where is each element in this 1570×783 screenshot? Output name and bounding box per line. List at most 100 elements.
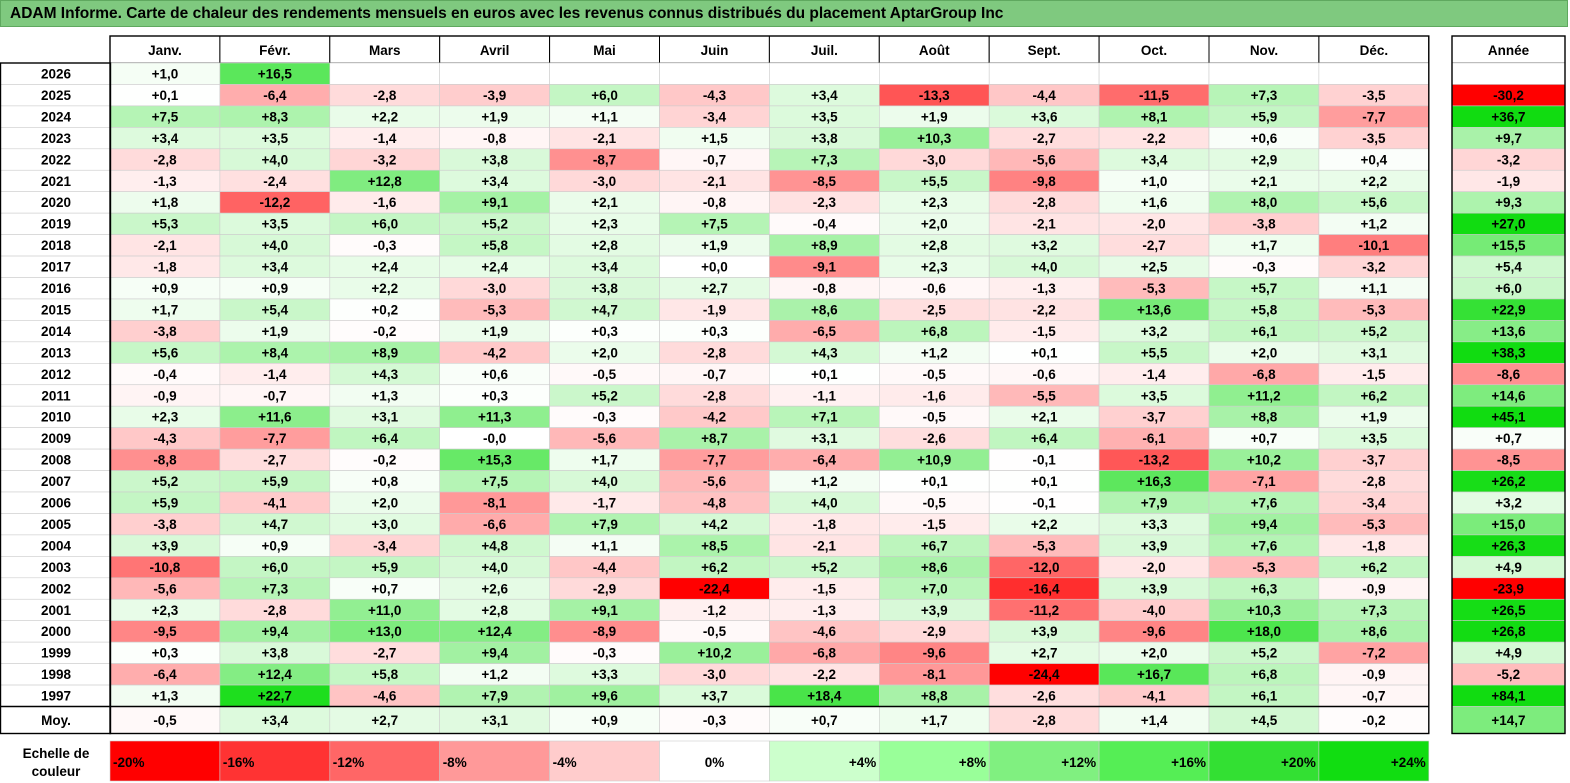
heatmap-cell-value: +0,9 [262,281,289,296]
heatmap-cell-value: -0,0 [483,431,506,446]
average-annual-cell [1451,706,1566,734]
heatmap-cell-value: +6,4 [1031,431,1058,446]
heatmap-cell-value: -1,6 [923,388,947,403]
month-header-cell [1208,35,1320,64]
heatmap-cell-value: +9,6 [591,689,618,704]
month-header-cell [878,35,990,64]
annual-total-value: +36,7 [1491,109,1525,124]
heatmap-cell-value: +6,0 [591,88,618,103]
heatmap-cell-value: +3,5 [1361,431,1388,446]
heatmap-cell-value: +10,2 [697,646,731,661]
color-scale-value: -12% [333,755,365,770]
heatmap-cell-value: +12,8 [368,174,403,189]
heatmap-cell-value: +3,1 [371,410,398,425]
average-cell-value: +0,9 [591,713,618,728]
average-cell [1318,706,1430,734]
heatmap-cell-value: -2,8 [373,88,397,103]
annual-total-value: +3,2 [1495,496,1522,511]
heatmap-cell-value: +11,3 [478,410,512,425]
heatmap-cell-value: -0,5 [593,367,617,382]
heatmap-cell-value: +1,2 [1361,217,1388,232]
month-header: Nov. [1250,43,1278,58]
heatmap-cell-value: +16,5 [258,67,293,82]
average-label: Moy. [41,713,71,728]
heatmap-cell-value: -4,1 [263,496,287,511]
heatmap-cell-value: +7,6 [1251,496,1278,511]
heatmap-cell-value: +4,8 [481,538,508,553]
annual-total-value: +9,3 [1495,195,1522,210]
heatmap-cell-value: -5,3 [1142,281,1166,296]
heatmap-cell-value: -1,8 [153,260,177,275]
heatmap-cell-value: +6,8 [921,324,948,339]
heatmap-cell-value: -4,0 [1142,603,1165,618]
heatmap-cell-value: -1,5 [923,517,947,532]
heatmap-cell-value: -2,0 [1142,560,1165,575]
heatmap-cell-value: -9,5 [153,624,177,639]
heatmap-cell-value: -9,6 [923,646,947,661]
heatmap-cell-value: +3,8 [811,131,838,146]
heatmap-cell-value: +4,0 [262,152,289,167]
heatmap-cell-value: +2,9 [1251,152,1278,167]
month-header-cell [768,35,880,64]
year-label: 2023 [41,131,72,146]
heatmap-cell-value: +8,7 [701,431,728,446]
heatmap-cell-value: +5,5 [921,174,948,189]
heatmap-cell-value: +5,6 [1361,195,1388,210]
heatmap-cell-value: +9,1 [481,195,508,210]
heatmap-cell-value: -9,6 [1142,624,1166,639]
heatmap-cell-value: -6,5 [813,324,837,339]
color-scale-swatch [988,740,1100,782]
heatmap-cell-value: +10,3 [1247,603,1282,618]
heatmap-cell-value: +1,3 [371,388,398,403]
heatmap-cell-value: -2,9 [923,624,946,639]
average-label-cell [0,706,111,734]
heatmap-cell-value: +1,9 [701,238,728,253]
heatmap-cell-value: +6,1 [1251,689,1278,704]
annual-total-value: +26,5 [1491,603,1526,618]
heatmap-cell-value: +4,3 [371,367,398,382]
heatmap-cell-value: -2,1 [703,174,727,189]
heatmap-cell-value: -5,6 [703,474,727,489]
heatmap-cell-value: -2,7 [373,646,396,661]
heatmap-cell-value: +22,7 [258,689,292,704]
average-cell [1098,706,1210,734]
annual-total-cell [1451,62,1566,85]
heatmap-cell-value: +6,4 [371,431,398,446]
annual-total-value: -23,9 [1493,581,1524,596]
chart-title: ADAM Informe. Carte de chaleur des rende… [0,0,1568,27]
heatmap-cell-value: +2,4 [371,260,398,275]
year-label: 2024 [41,109,72,124]
average-cell-value: -0,2 [1362,713,1385,728]
heatmap-cell-value: -0,9 [1362,581,1385,596]
year-total-header-cell [1451,35,1566,64]
month-header: Oct. [1141,43,1167,58]
heatmap-cell-value: -8,1 [483,496,507,511]
heatmap-cell-value: +0,3 [152,646,179,661]
heatmap-cell-value: -6,4 [153,667,177,682]
heatmap-cell-value: +2,0 [921,217,948,232]
heatmap-cell-value: -7,7 [703,453,726,468]
heatmap-cell-value: +5,9 [262,474,289,489]
year-label: 2002 [41,581,71,596]
heatmap-cell-value: +13,0 [368,624,402,639]
heatmap-cell-value: +2,0 [591,345,618,360]
annual-total-value: +45,1 [1491,410,1526,425]
year-label: 2025 [41,88,72,103]
heatmap-cell-value: -2,0 [1142,217,1165,232]
average-cell [219,706,331,734]
heatmap-cell-value: +3,4 [591,260,618,275]
heatmap-cell-value: -0,5 [923,496,947,511]
color-scale-value: +16% [1171,755,1206,770]
heatmap-cell-value: +12,4 [478,624,513,639]
average-annual-value: +14,7 [1491,713,1525,728]
heatmap-cell-value: +3,1 [811,431,838,446]
heatmap-cell-value: +10,2 [1247,453,1281,468]
year-label: 2004 [41,538,72,553]
annual-total-value: +26,2 [1491,474,1525,489]
heatmap-cell-value: +7,3 [1361,603,1388,618]
heatmap-cell-value: -0,9 [1362,667,1385,682]
heatmap-cell-value: +3,8 [481,152,508,167]
average-cell-value: -0,3 [703,713,727,728]
heatmap-cell-value: +15,3 [478,453,513,468]
annual-total-value: +5,4 [1495,260,1522,275]
